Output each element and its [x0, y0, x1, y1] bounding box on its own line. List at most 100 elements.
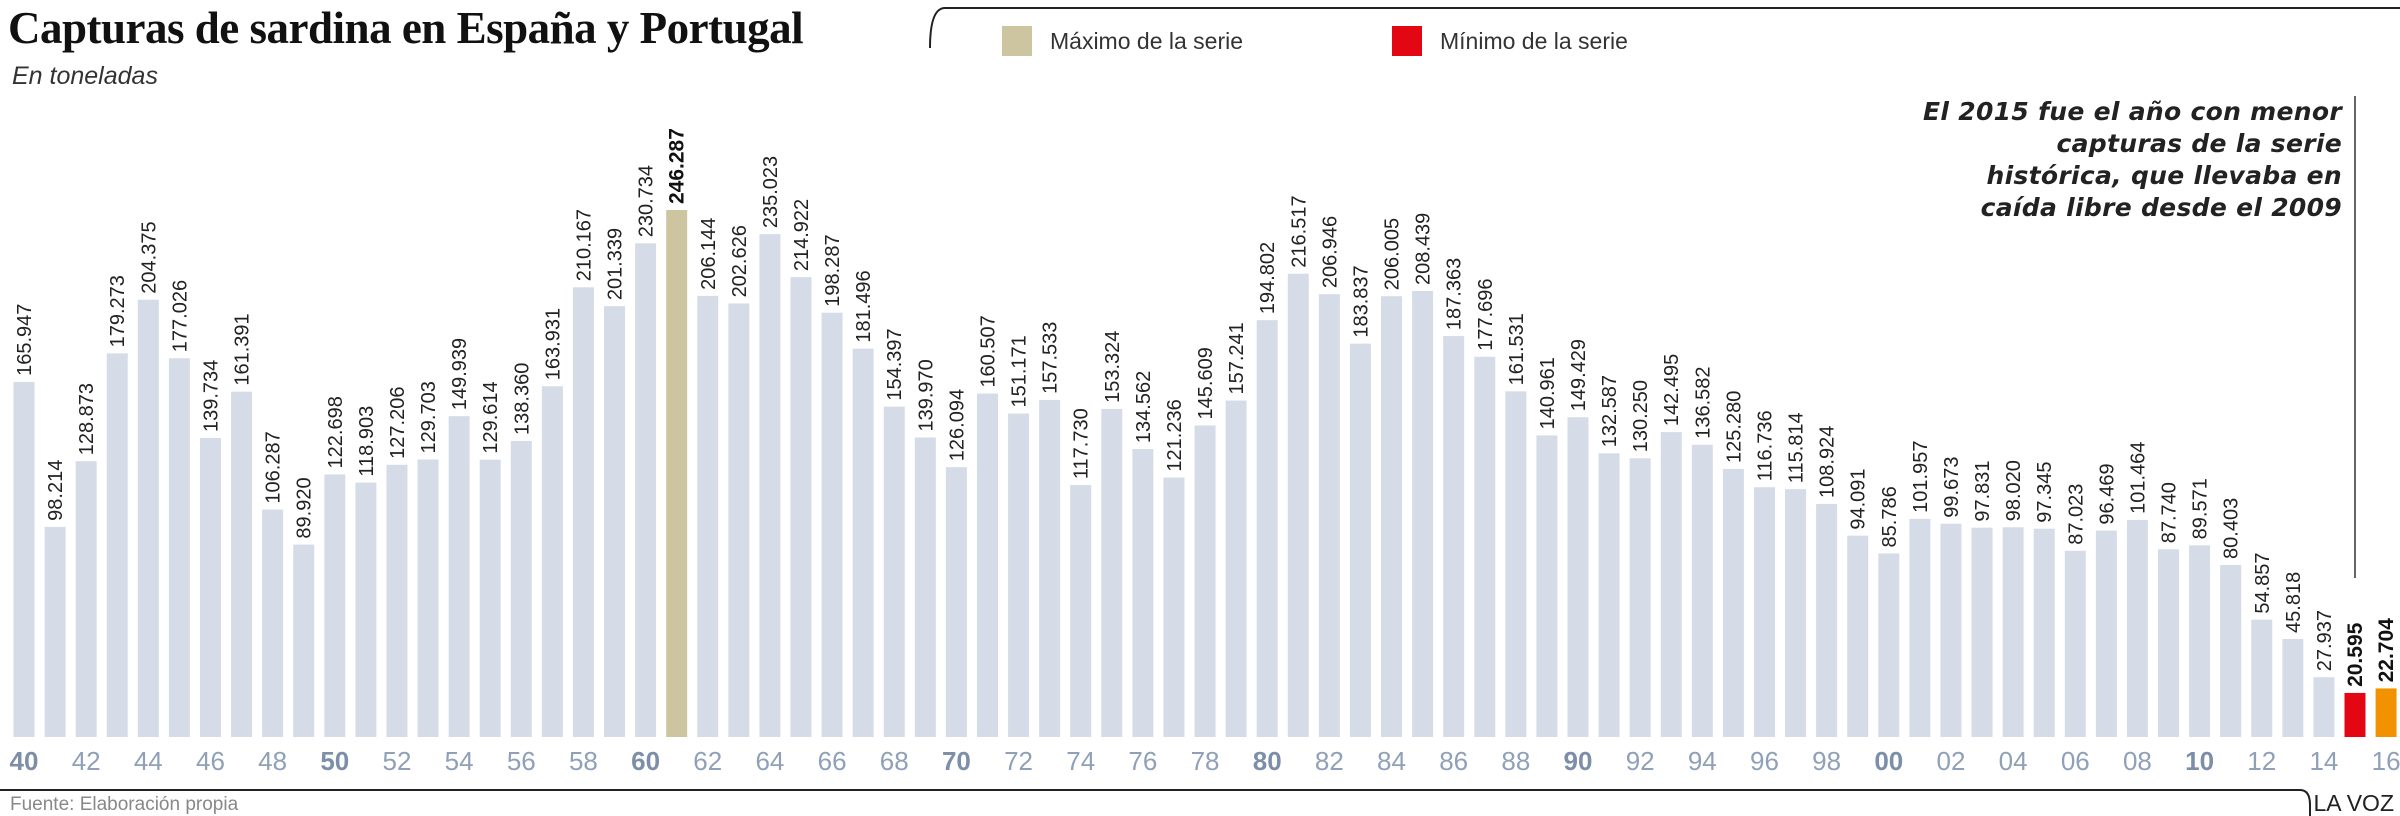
bar-1940: [13, 381, 35, 737]
bar-1955: [479, 459, 501, 737]
x-tick-label: 16: [2372, 746, 2400, 776]
data-label-2013: 45.818: [2283, 572, 2305, 633]
x-tick-label: 90: [1564, 746, 1593, 776]
data-label-2000: 85.786: [1879, 486, 1901, 547]
data-label-1985: 208.439: [1413, 213, 1435, 285]
annotation-text: El 2015 fue el año con menor capturas de…: [1923, 97, 2342, 222]
x-tick-label: 46: [196, 746, 225, 776]
data-label-1959: 201.339: [605, 228, 627, 300]
data-label-1968: 154.397: [884, 328, 906, 400]
data-label-1957: 163.931: [542, 308, 564, 380]
bar-1963: [728, 303, 750, 737]
x-tick-label: 42: [72, 746, 101, 776]
bar-1965: [790, 277, 812, 737]
bar-1956: [510, 440, 532, 737]
data-label-1963: 202.626: [729, 225, 751, 297]
x-tick-label: 00: [1874, 746, 1903, 776]
x-tick-label: 58: [569, 746, 598, 776]
data-label-1972: 151.171: [1009, 335, 1031, 407]
x-tick-label: 54: [445, 746, 474, 776]
data-label-2008: 101.464: [2127, 442, 2149, 514]
data-label-1961: 246.287: [666, 128, 689, 204]
bar-1957: [541, 386, 563, 737]
data-label-1947: 161.391: [232, 313, 254, 385]
source-text: Fuente: Elaboración propia: [10, 794, 239, 815]
bar-1994: [1691, 444, 1713, 737]
x-tick-label: 76: [1128, 746, 1157, 776]
data-label-2016: 22.704: [2375, 618, 2398, 683]
bar-2005: [2033, 528, 2055, 737]
x-tick-label: 08: [2123, 746, 2152, 776]
data-label-2015: 20.595: [2344, 622, 2367, 687]
bar-1964: [759, 234, 781, 737]
data-label-1944: 204.375: [138, 221, 160, 293]
data-label-2001: 101.957: [1910, 441, 1932, 513]
data-label-1952: 127.206: [387, 387, 409, 459]
x-tick-label: 44: [134, 746, 163, 776]
data-label-1991: 132.587: [1599, 375, 1621, 447]
bar-2008: [2126, 519, 2148, 737]
x-tick-label: 96: [1750, 746, 1779, 776]
data-label-1977: 121.236: [1164, 399, 1186, 471]
bar-1970: [945, 467, 967, 737]
data-label-1946: 139.734: [200, 360, 222, 432]
data-label-1987: 177.696: [1475, 278, 1497, 350]
data-label-1984: 206.005: [1382, 218, 1404, 290]
bar-1990: [1567, 417, 1589, 737]
data-label-1967: 181.496: [853, 270, 875, 342]
data-label-1951: 118.903: [356, 406, 378, 477]
bar-1979: [1225, 400, 1247, 737]
bar-2015: [2344, 692, 2366, 737]
x-tick-label: 86: [1439, 746, 1468, 776]
bar-1988: [1505, 391, 1527, 737]
bar-1947: [231, 391, 253, 737]
data-label-1945: 177.026: [169, 280, 191, 352]
bar-1950: [324, 474, 346, 737]
chart-title: Capturas de sardina en España y Portugal: [8, 3, 804, 53]
brand-logo: LA VOZ: [2313, 790, 2394, 816]
data-label-1970: 126.094: [946, 389, 968, 461]
x-tick-label: 94: [1688, 746, 1717, 776]
x-tick-label: 12: [2247, 746, 2276, 776]
bar-1997: [1785, 489, 1807, 737]
bar-1968: [883, 406, 905, 737]
x-tick-label: 66: [818, 746, 847, 776]
bar-1977: [1163, 477, 1185, 737]
bar-1984: [1381, 296, 1403, 737]
data-label-1994: 136.582: [1692, 366, 1714, 438]
data-label-1956: 138.360: [511, 363, 533, 435]
data-label-1950: 122.698: [325, 396, 347, 468]
bar-2010: [2189, 545, 2211, 737]
x-tick-label: 70: [942, 746, 971, 776]
bar-2014: [2313, 677, 2335, 737]
bar-1989: [1536, 435, 1558, 737]
bar-2004: [2002, 527, 2024, 737]
bar-2000: [1878, 553, 1900, 737]
bar-1967: [852, 348, 874, 737]
legend-swatch-min: [1392, 26, 1422, 56]
data-label-1965: 214.922: [791, 199, 813, 271]
data-label-1974: 117.730: [1071, 408, 1093, 479]
top-rule: [929, 7, 2400, 49]
data-label-2006: 87.023: [2065, 484, 2087, 545]
data-label-1978: 145.609: [1195, 347, 1217, 419]
data-label-1958: 210.167: [573, 209, 595, 281]
bar-1992: [1629, 458, 1651, 737]
bar-2001: [1909, 518, 1931, 737]
data-label-1973: 157.533: [1040, 322, 1062, 394]
x-tick-label: 84: [1377, 746, 1406, 776]
x-tick-label: 04: [1999, 746, 2028, 776]
data-label-2012: 54.857: [2252, 552, 2274, 613]
data-label-1988: 161.531: [1506, 313, 1528, 385]
legend-item-min: Mínimo de la serie: [1392, 26, 1628, 56]
legend-label-min: Mínimo de la serie: [1440, 27, 1628, 54]
bar-1952: [386, 464, 408, 737]
x-tick-label: 68: [880, 746, 909, 776]
legend-swatch-max: [1002, 26, 1032, 56]
bar-1945: [168, 358, 190, 737]
bar-1961: [666, 210, 688, 737]
bar-1971: [976, 393, 998, 737]
x-tick-label: 50: [320, 746, 349, 776]
legend-label-max: Máximo de la serie: [1050, 27, 1244, 54]
